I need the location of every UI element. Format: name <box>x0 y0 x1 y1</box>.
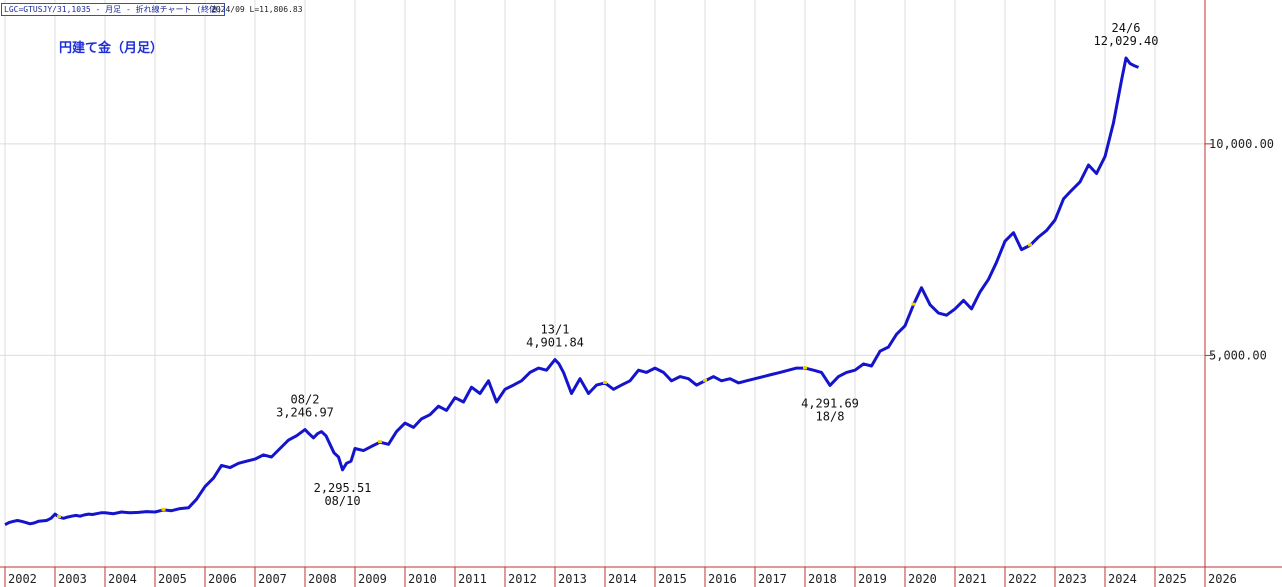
x-tick-label: 2008 <box>308 572 337 586</box>
data-marker <box>603 380 607 384</box>
annotation-text: 12,029.40 <box>1093 34 1158 48</box>
y-tick-label: 10,000.00 <box>1209 137 1274 151</box>
x-tick-label: 2014 <box>608 572 637 586</box>
x-tick-label: 2026 <box>1208 572 1237 586</box>
x-tick-label: 2015 <box>658 572 687 586</box>
annotation-text: 24/6 <box>1112 21 1141 35</box>
x-tick-label: 2022 <box>1008 572 1037 586</box>
x-tick-label: 2009 <box>358 572 387 586</box>
data-marker <box>161 507 166 511</box>
data-marker <box>911 302 916 306</box>
x-tick-label: 2004 <box>108 572 137 586</box>
data-marker <box>378 440 382 444</box>
chart-title: 円建て金（月足） <box>59 41 164 56</box>
x-tick-label: 2002 <box>8 572 37 586</box>
series-line <box>4 56 1140 527</box>
data-markers <box>57 243 1032 519</box>
annotation-text: 4,901.84 <box>526 336 584 350</box>
x-tick-label: 2010 <box>408 572 437 586</box>
annotation-text: 3,246.97 <box>276 406 334 420</box>
data-marker <box>57 515 61 519</box>
period-meta: 2024/09 L=11,806.83 <box>211 5 303 14</box>
annotation-text: 4,291.69 <box>801 396 859 410</box>
annotation: 24/612,029.40 <box>1093 21 1158 48</box>
x-tick-label: 2011 <box>458 572 487 586</box>
series-lines <box>4 56 1140 527</box>
x-tick-label: 2018 <box>808 572 837 586</box>
annotation: 08/23,246.97 <box>276 393 334 420</box>
annotation-text: 13/1 <box>541 323 570 337</box>
x-tick-label: 2007 <box>258 572 287 586</box>
data-marker <box>1028 243 1032 247</box>
y-axis-labels: 10,000.00 5,000.00 <box>1209 137 1274 363</box>
annotation-text: 18/8 <box>816 409 845 423</box>
x-tick-label: 2005 <box>158 572 187 586</box>
annotation-text: 08/10 <box>324 494 360 508</box>
data-marker <box>803 366 807 370</box>
x-tick-label: 2013 <box>558 572 587 586</box>
x-tick-label: 2017 <box>758 572 787 586</box>
x-tick-label: 2025 <box>1158 572 1187 586</box>
annotation-text: 2,295.51 <box>314 481 372 495</box>
symbol-label: LGC=GTUSJY/31,1035 - 月足 - 折れ線チャート (終値) <box>1 3 225 16</box>
x-axis-labels: 2002 2003 2004 2005 2006 2007 2008 2009 2010 2011… <box>8 572 1237 586</box>
y-tick-label: 5,000.00 <box>1209 348 1267 362</box>
x-tick-label: 2024 <box>1108 572 1137 586</box>
x-tick-label: 2021 <box>958 572 987 586</box>
x-tick-label: 2012 <box>508 572 537 586</box>
data-marker <box>703 378 707 382</box>
x-tick-label: 2023 <box>1058 572 1087 586</box>
annotation: 13/14,901.84 <box>526 323 584 350</box>
grid-lines <box>0 0 1206 567</box>
x-tick-label: 2016 <box>708 572 737 586</box>
x-tick-label: 2019 <box>858 572 887 586</box>
x-tick-label: 2006 <box>208 572 237 586</box>
x-tick-label: 2003 <box>58 572 87 586</box>
x-tick-label: 2020 <box>908 572 937 586</box>
annotation-text: 08/2 <box>291 393 320 407</box>
